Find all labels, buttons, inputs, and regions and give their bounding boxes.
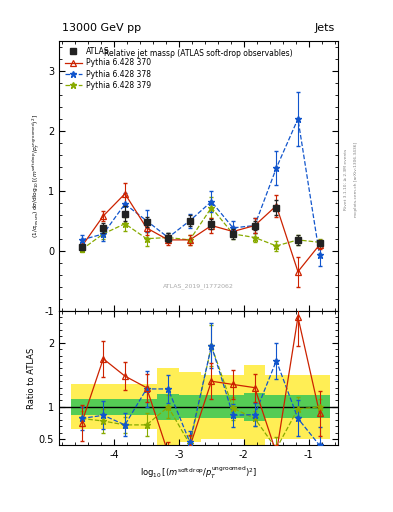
Text: mcplots.cern.ch [arXiv:1306.3436]: mcplots.cern.ch [arXiv:1306.3436] [354, 142, 358, 217]
Bar [157, 369, 179, 445]
Text: ATLAS_2019_I1772062: ATLAS_2019_I1772062 [163, 283, 234, 289]
Bar [114, 399, 136, 415]
Bar [287, 375, 309, 439]
Bar [92, 399, 114, 415]
X-axis label: $\log_{10}[(m^{\mathrm{soft\,drop}}/p_T^{\mathrm{ungroomed}})^2]$: $\log_{10}[(m^{\mathrm{soft\,drop}}/p_T^… [140, 464, 257, 481]
Bar [136, 385, 157, 430]
Bar [71, 385, 92, 430]
Bar [179, 395, 200, 418]
Text: 13000 GeV pp: 13000 GeV pp [62, 23, 141, 33]
Bar [179, 372, 200, 442]
Bar [287, 395, 309, 418]
Bar [244, 393, 266, 421]
Bar [200, 395, 222, 418]
Legend: ATLAS, Pythia 6.428 370, Pythia 6.428 378, Pythia 6.428 379: ATLAS, Pythia 6.428 370, Pythia 6.428 37… [62, 44, 154, 93]
Text: Jets: Jets [315, 23, 335, 33]
Bar [71, 399, 92, 415]
Bar [222, 395, 244, 418]
Bar [157, 394, 179, 420]
Bar [92, 385, 114, 430]
Bar [136, 399, 157, 415]
Text: Relative jet massρ (ATLAS soft-drop observables): Relative jet massρ (ATLAS soft-drop obse… [104, 49, 293, 58]
Bar [309, 375, 331, 439]
Y-axis label: Ratio to ATLAS: Ratio to ATLAS [27, 348, 36, 409]
Y-axis label: $(1/\sigma_\mathrm{resum})\,\mathrm{d}\sigma/\mathrm{d}\log_{10}[(m^\mathrm{soft: $(1/\sigma_\mathrm{resum})\,\mathrm{d}\s… [30, 114, 42, 238]
Bar [114, 385, 136, 430]
Bar [266, 375, 287, 439]
Bar [222, 375, 244, 439]
Bar [244, 365, 266, 449]
Bar [200, 375, 222, 439]
Text: Rivet 3.1.10; ≥ 2.3M events: Rivet 3.1.10; ≥ 2.3M events [344, 148, 348, 210]
Bar [266, 395, 287, 418]
Bar [309, 395, 331, 418]
